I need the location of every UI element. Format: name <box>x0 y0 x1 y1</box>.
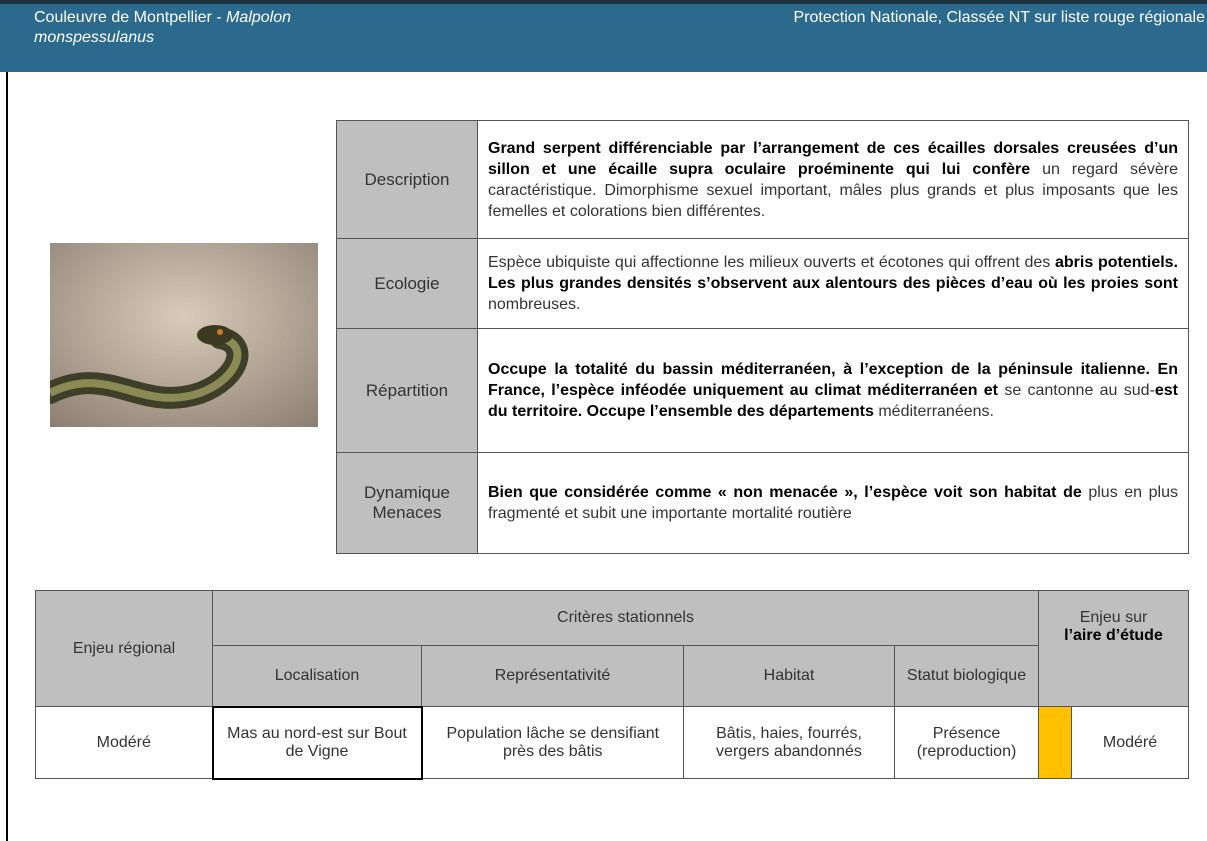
row-text: Bien que considérée comme « non menacée … <box>477 452 1189 554</box>
row-label: Dynamique Menaces <box>336 452 478 554</box>
criterion-value: Mas au nord-est sur Bout de Vigne <box>211 705 423 780</box>
column-header: Représentativité <box>421 645 684 707</box>
row-label-line: Dynamique <box>364 483 450 502</box>
criterion-value: Présence (reproduction) <box>894 706 1039 779</box>
common-name: Couleuvre de Montpellier - <box>34 9 227 26</box>
criterion-value: Population lâche se densifiant près des … <box>421 706 684 779</box>
row-label-line: Ecologie <box>374 273 440 293</box>
text-run: un regard sévère caractéristique. Dimorp… <box>488 160 1179 220</box>
study-stake: Modéré <box>1071 706 1189 779</box>
protection-status: Protection Nationale, Classée NT sur lis… <box>793 9 1205 26</box>
study-header-text: Enjeu sur <box>1079 609 1148 626</box>
species-title: Couleuvre de Montpellier - Malpolon mons… <box>34 8 394 48</box>
study-header-bold: l’aire d’étude <box>1064 627 1163 644</box>
text-run: se cantonne au sud- <box>1004 382 1155 399</box>
group-header: Critères stationnels <box>212 590 1039 646</box>
text-run: nombreuses. <box>488 296 581 313</box>
margin-line <box>6 72 8 841</box>
snake-photo <box>50 243 318 427</box>
text-run: méditerranéens. <box>878 403 994 420</box>
description-row: Description Grand serpent différenciable … <box>336 120 1189 239</box>
description-table: Description Grand serpent différenciable … <box>336 120 1189 554</box>
row-label-line: Description <box>364 169 450 189</box>
row-label-line: Menaces <box>372 503 442 522</box>
header: Couleuvre de Montpellier - Malpolon mons… <box>0 0 1207 72</box>
stakes-table: Enjeu régional Critères stationnels Enje… <box>35 590 1189 780</box>
latin-name: Malpolon monspessulanus <box>34 9 292 46</box>
criterion-value: Bâtis, haies, fourrés, vergers abandonné… <box>683 706 895 779</box>
text-run: Occupe la totalité du bassin méditerrané… <box>488 361 1178 399</box>
stake-color <box>1038 706 1072 779</box>
description-row: Ecologie Espèce ubiquiste qui affectionne… <box>336 238 1189 329</box>
row-text: Grand serpent différenciable par l’arran… <box>477 120 1189 239</box>
study-header: Enjeu sur l’aire d’étude <box>1038 590 1189 707</box>
row-label: Description <box>336 120 478 239</box>
row-label: Ecologie <box>336 238 478 329</box>
description-row: Répartition Occupe la totalité du bassin … <box>336 328 1189 453</box>
text-run: est du territoire. Occupe l’ensemble des… <box>488 382 1178 420</box>
text-run: Bien que considérée comme « non menacée … <box>488 484 1089 501</box>
column-header: Habitat <box>683 645 895 707</box>
row-label-line: Répartition <box>365 380 449 400</box>
regional-stake: Modéré <box>35 706 213 779</box>
row-text: Espèce ubiquiste qui affectionne les mil… <box>477 238 1189 329</box>
text-run: plus en plus fragmenté et subit une impo… <box>488 484 1178 522</box>
column-header: Statut biologique <box>894 645 1039 707</box>
column-header: Localisation <box>212 645 422 707</box>
regional-header: Enjeu régional <box>35 590 213 707</box>
description-row: Dynamique Menaces Bien que considérée comm… <box>336 452 1189 554</box>
row-label: Répartition <box>336 328 478 453</box>
text-run: abris potentiels. Les plus grandes densi… <box>488 254 1179 292</box>
text-run: Grand serpent différenciable par l’arran… <box>488 139 1178 178</box>
row-text: Occupe la totalité du bassin méditerrané… <box>477 328 1189 453</box>
text-run: Espèce ubiquiste qui affectionne les mil… <box>488 254 1055 271</box>
